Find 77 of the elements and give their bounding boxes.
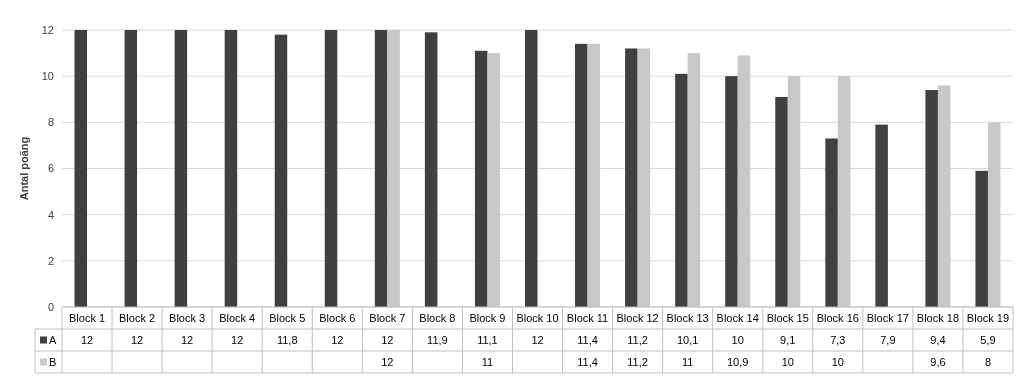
bar [925,90,938,307]
data-label: 12 [331,333,344,346]
legend-label: B [49,355,57,368]
y-axis-title: Antal poäng [18,136,30,201]
data-label: 7,3 [830,333,846,346]
x-tick-label: Block 16 [816,311,859,324]
data-label: 12 [80,333,94,346]
x-tick-label: Block 2 [119,311,156,324]
x-tick-label: Block 4 [219,311,256,324]
data-label: 11,2 [627,333,648,346]
bar [675,73,688,307]
bar [725,76,738,307]
data-label: 8 [984,355,992,368]
data-label: 11,4 [577,355,598,368]
data-label: 9,4 [930,333,946,346]
bar [524,30,538,307]
y-tick-label: 4 [47,208,54,221]
bar [374,30,388,307]
x-tick-label: Block 18 [916,311,960,324]
data-label: 12 [381,355,394,368]
bar [474,50,488,307]
data-label: 12 [130,333,144,346]
y-tick-label: 0 [47,300,54,313]
y-tick-label: 10 [41,70,54,83]
data-label: 11 [481,355,494,368]
data-label: 11,2 [627,355,648,368]
data-label: 10,9 [727,355,749,368]
bar [224,30,238,307]
bar [875,124,888,307]
data-label: 9,1 [780,333,796,346]
data-label: 10,1 [676,333,699,346]
bar [625,48,638,307]
bar [124,30,138,307]
bar [424,32,438,307]
x-tick-label: Block 5 [269,311,306,324]
data-label: 10 [781,355,794,368]
data-label: 12 [531,333,544,346]
x-tick-label: Block 12 [616,311,659,324]
x-tick-label: Block 7 [369,311,406,324]
bar [825,138,838,307]
data-label: 11,1 [477,333,498,346]
data-label: 10 [731,333,744,346]
bar [975,170,988,307]
x-tick-label: Block 11 [566,311,609,324]
data-label: 10 [831,355,844,368]
data-label: 12 [231,333,244,346]
y-tick-label: 8 [47,116,54,129]
bar [575,43,588,307]
x-tick-label: Block 6 [319,311,356,324]
data-label: 7,9 [880,333,896,346]
x-tick-label: Block 9 [469,311,506,324]
data-label: 11,8 [276,333,298,346]
data-label: 5,9 [980,333,996,346]
data-label: 12 [381,333,394,346]
y-tick-label: 6 [47,162,54,175]
x-tick-label: Block 3 [169,311,206,324]
x-tick-label: Block 8 [419,311,456,324]
x-tick-label: Block 15 [766,311,809,324]
x-tick-label: Block 1 [68,311,106,324]
bar [775,96,788,307]
data-label: 11,4 [577,333,598,346]
x-tick-label: Block 10 [516,311,559,324]
y-tick-label: 2 [47,254,54,267]
x-tick-label: Block 17 [866,311,909,324]
y-tick-label: 12 [41,23,54,36]
data-label: 12 [181,333,194,346]
x-tick-label: Block 19 [966,311,1010,324]
x-tick-label: Block 14 [716,311,759,324]
data-label: 11 [681,355,694,368]
bar [274,34,288,307]
legend-label: A [49,333,57,346]
data-label: 9,6 [930,355,946,368]
data-label: 11,9 [427,333,448,346]
bar [174,30,188,307]
x-tick-label: Block 13 [666,311,709,324]
bar [74,30,88,307]
bar [324,30,338,307]
